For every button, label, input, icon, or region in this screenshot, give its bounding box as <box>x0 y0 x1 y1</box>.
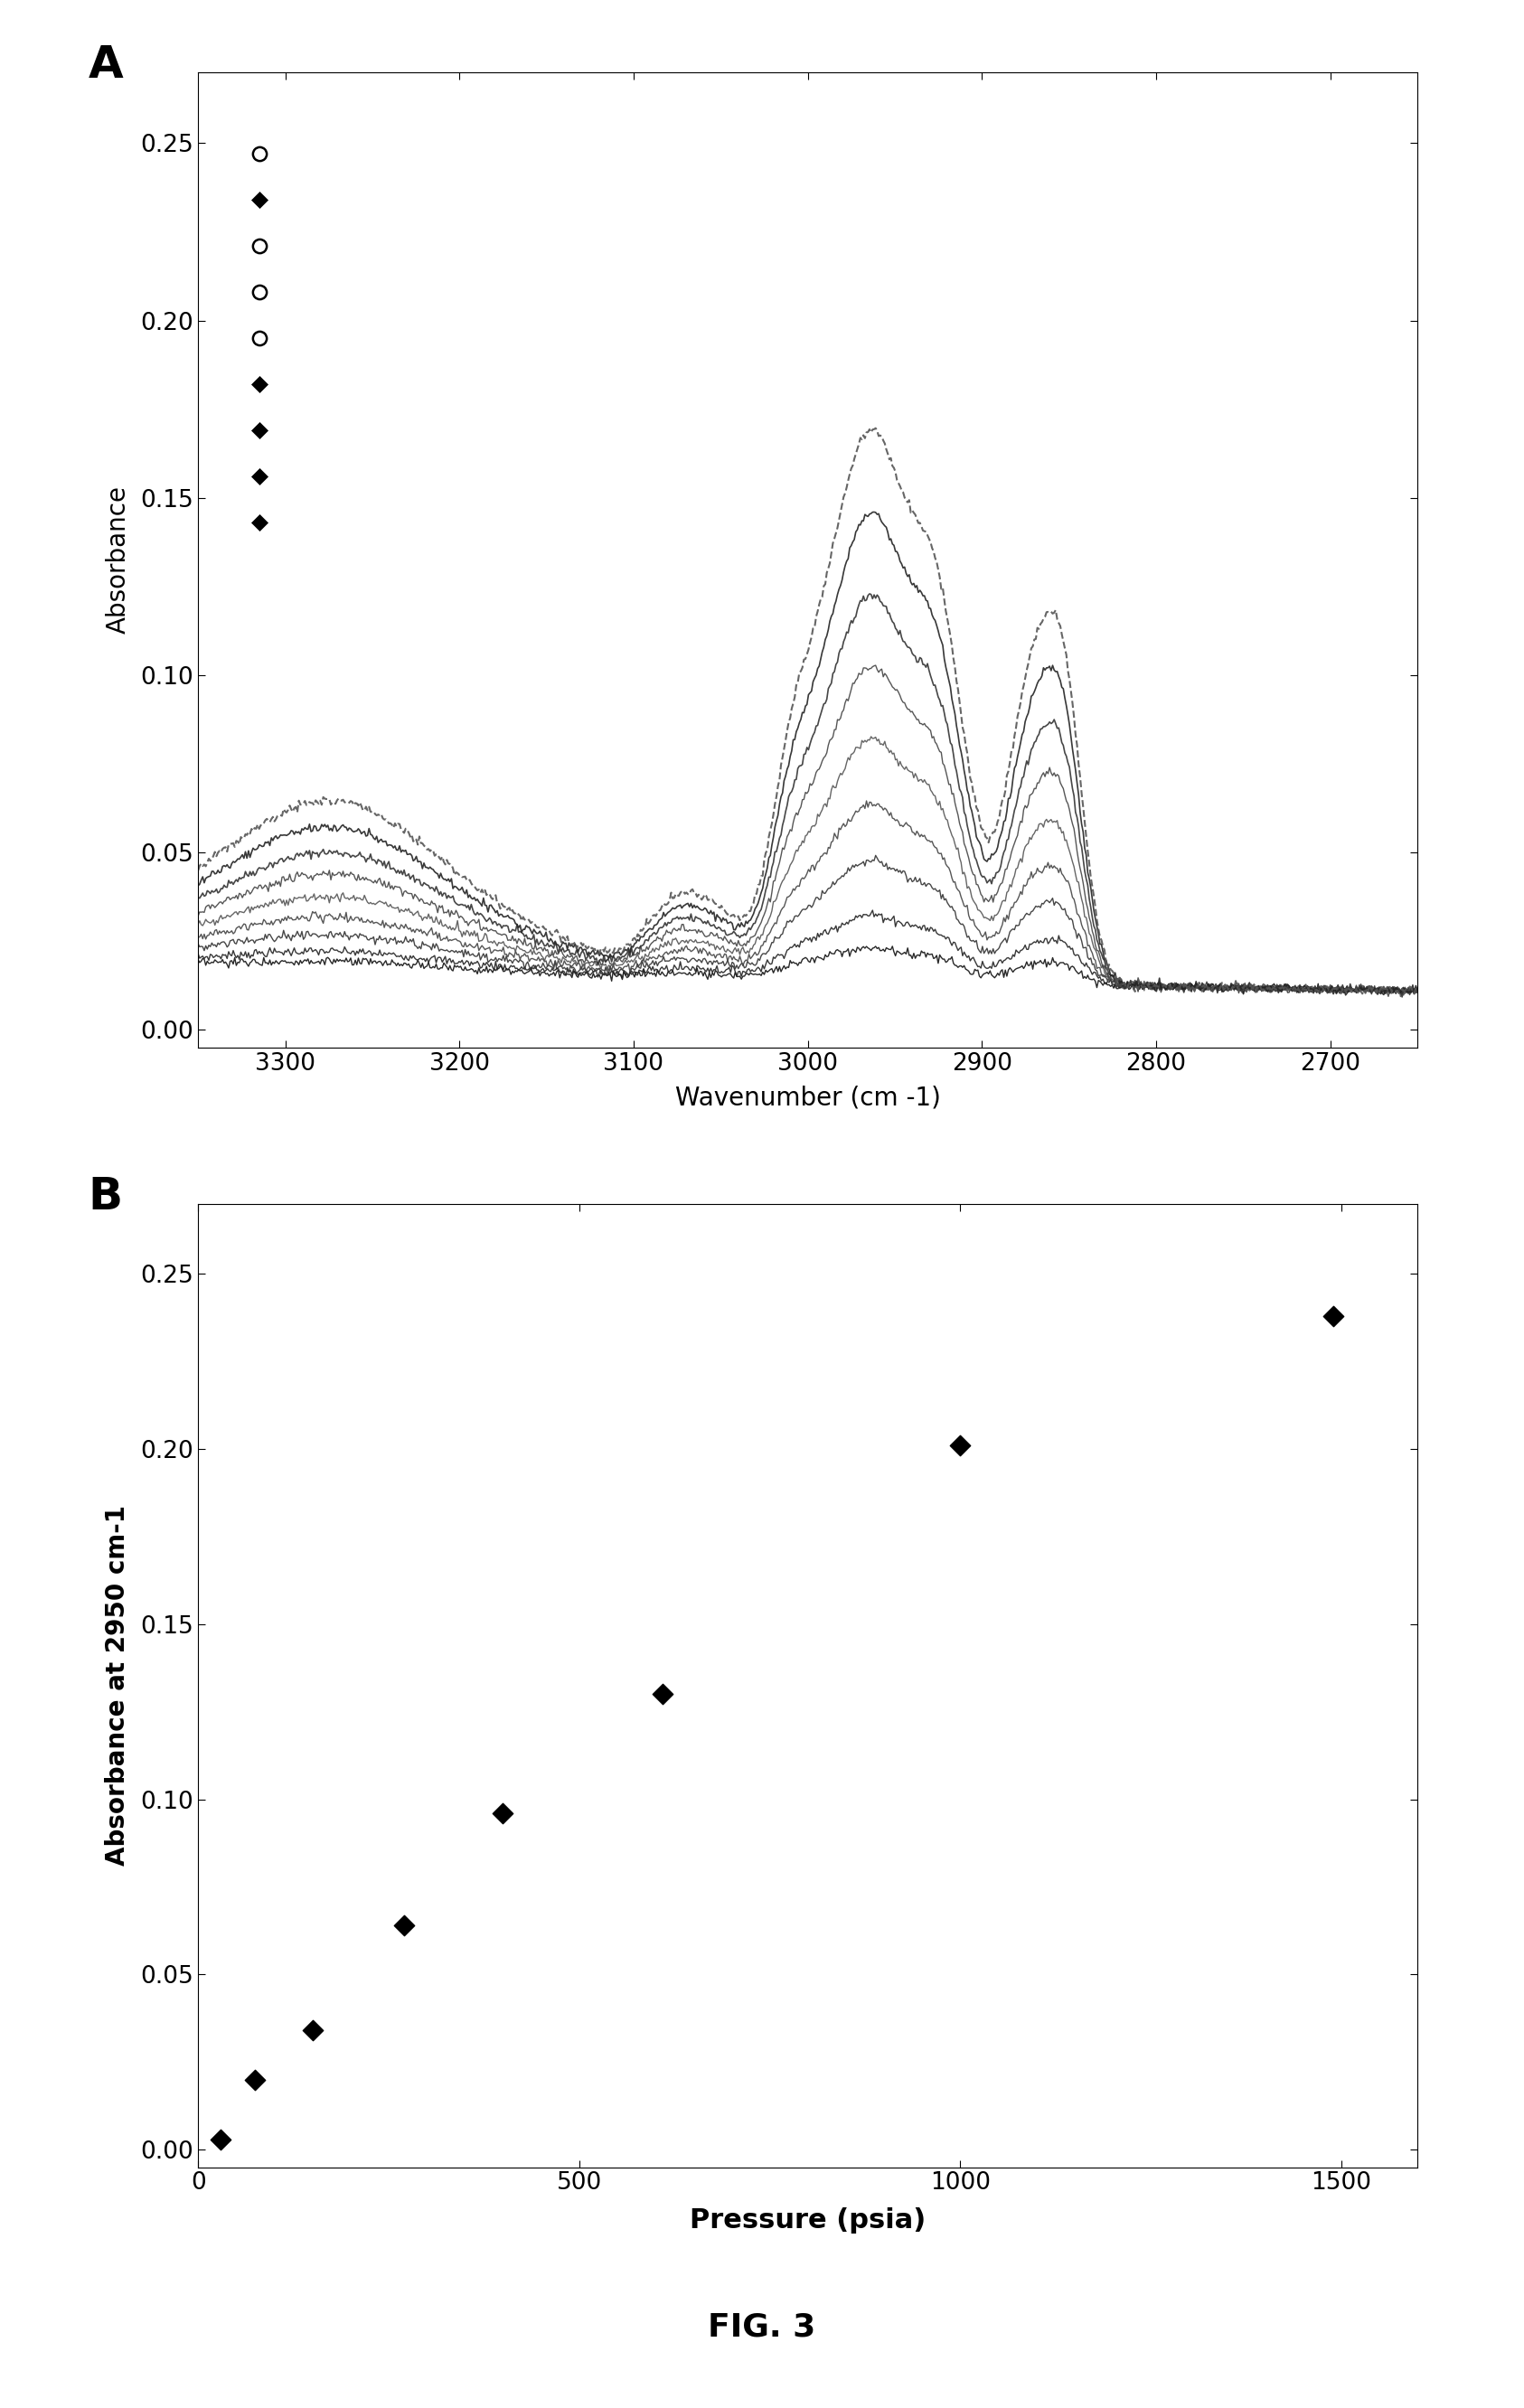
Point <box>392 1907 416 1946</box>
Point <box>242 2061 268 2100</box>
Point <box>209 2119 233 2158</box>
Point <box>491 1794 515 1832</box>
Text: FIG. 3: FIG. 3 <box>709 2312 815 2343</box>
Point <box>1321 1298 1346 1336</box>
Y-axis label: Absorbance at 2950 cm-1: Absorbance at 2950 cm-1 <box>105 1505 131 1866</box>
Text: B: B <box>88 1175 123 1218</box>
Y-axis label: Absorbance: Absorbance <box>105 486 131 633</box>
Point <box>948 1426 972 1464</box>
Point <box>300 2011 325 2049</box>
X-axis label: Pressure (psia): Pressure (psia) <box>690 2208 925 2235</box>
Text: A: A <box>88 43 123 87</box>
Point <box>651 1676 675 1714</box>
X-axis label: Wavenumber (cm -1): Wavenumber (cm -1) <box>675 1086 940 1110</box>
